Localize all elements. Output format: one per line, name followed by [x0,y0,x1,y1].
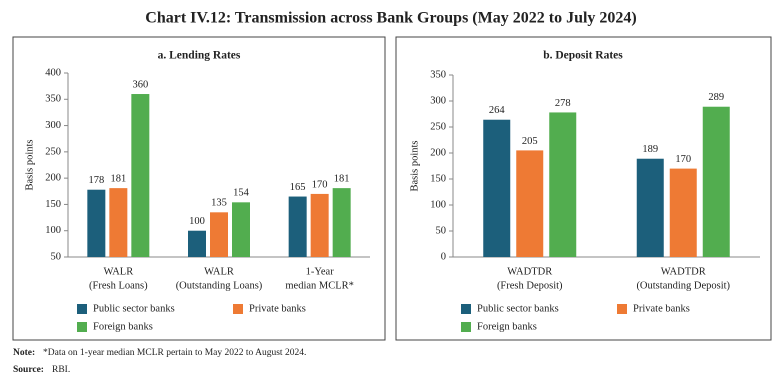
source: RBI. [52,365,70,375]
value-label: 205 [522,136,538,147]
y-tick-label: 200 [45,173,61,184]
note-label: Note: [13,348,35,358]
value-label: 289 [708,92,724,103]
bar [702,106,730,257]
bar [516,150,544,257]
x-tick-label: (Fresh Loans) [89,280,148,291]
legend-swatch [77,304,87,314]
value-label: 264 [489,105,506,116]
y-tick-label: 350 [45,94,61,105]
x-tick-label: WALR [204,266,234,277]
legend-swatch [233,304,243,314]
bar [332,188,351,257]
y-tick-label: 300 [430,95,446,106]
value-label: 165 [290,182,306,193]
note: *Data on 1-year median MCLR pertain to M… [43,348,306,358]
bar [288,196,307,257]
legend-label: Public sector banks [93,303,175,314]
legend-swatch [77,322,87,332]
bar [636,158,664,257]
bar [131,94,150,258]
value-label: 181 [334,174,350,185]
value-label: 135 [211,198,227,209]
y-tick-label: 0 [441,251,446,262]
bar [669,168,697,257]
value-label: 278 [555,98,571,109]
legend-swatch [461,304,471,314]
value-label: 360 [132,79,148,90]
legend-swatch [617,304,627,314]
y-tick-label: 100 [45,225,61,236]
x-tick-label: (Outstanding Deposit) [636,280,730,291]
x-tick-label: WADTDR [507,266,552,277]
legend-label: Private banks [249,303,306,314]
value-label: 100 [189,216,205,227]
legend-label: Foreign banks [477,321,537,332]
y-axis-label: Basis points [24,139,35,190]
y-tick-label: 150 [430,173,446,184]
legend-label: Public sector banks [477,303,559,314]
panel-title: b. Deposit Rates [543,50,623,62]
panel-title: a. Lending Rates [158,50,241,62]
value-label: 189 [642,144,658,155]
value-label: 178 [88,175,104,186]
y-tick-label: 400 [45,67,61,78]
x-tick-label: 1-Year [306,266,335,277]
bar [232,202,250,257]
y-tick-label: 150 [45,199,61,210]
x-tick-label: (Outstanding Loans) [176,280,263,291]
y-tick-label: 350 [430,69,446,80]
y-tick-label: 200 [430,147,446,158]
panel-frame [395,36,772,341]
bar [188,230,206,257]
x-tick-label: WADTDR [661,266,706,277]
y-tick-label: 100 [430,199,446,210]
bar [109,188,128,257]
y-tick-label: 300 [45,120,61,131]
legend-label: Private banks [633,303,690,314]
y-tick-label: 250 [45,146,61,157]
bar [310,193,329,257]
bar [549,112,577,257]
bar [87,189,106,257]
y-tick-label: 50 [51,251,62,262]
legend-label: Foreign banks [93,321,153,332]
bar [483,119,511,257]
y-tick-label: 50 [436,225,447,236]
x-tick-label: (Fresh Deposit) [497,280,563,291]
page-title: Chart IV.12: Transmission across Bank Gr… [145,10,636,27]
panel-frame [12,36,386,341]
value-label: 181 [110,174,126,185]
value-label: 170 [675,154,691,165]
source-label: Source: [13,365,44,375]
value-label: 170 [312,179,328,190]
legend-swatch [461,322,471,332]
bar [210,212,228,257]
y-axis-label: Basis points [409,140,420,191]
y-tick-label: 250 [430,121,446,132]
value-label: 154 [233,188,250,199]
x-tick-label: median MCLR* [285,280,354,291]
x-tick-label: WALR [103,266,133,277]
